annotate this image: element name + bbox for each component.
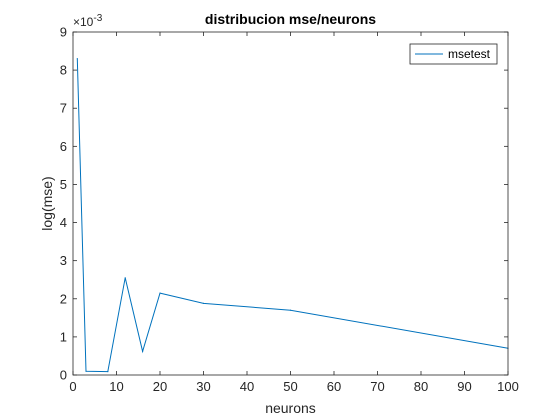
y-tick-label: 6 [60,139,67,154]
x-tick-label: 80 [414,379,428,394]
x-tick-label: 0 [69,379,76,394]
y-axis-label: log(mse) [39,176,55,230]
plot-area [73,32,508,375]
y-exponent-base: ×10 [73,15,94,29]
data-point [203,303,204,304]
y-exponent-power: -3 [93,13,102,24]
legend-label-msetest: msetest [448,47,491,61]
data-point [77,58,78,59]
y-tick-label: 4 [60,215,67,230]
x-tick-label: 40 [240,379,254,394]
y-tick-label: 9 [60,25,67,40]
data-point [85,371,86,372]
y-tick-label: 3 [60,253,67,268]
y-tick-label: 8 [60,63,67,78]
y-exponent-label: ×10-3 [73,13,103,29]
x-tick-label: 20 [153,379,167,394]
x-tick-label: 10 [109,379,123,394]
data-point [125,277,126,278]
y-tick-label: 2 [60,291,67,306]
data-point [159,292,160,293]
x-axis-label: neurons [265,400,316,416]
y-tick-label: 0 [60,368,67,383]
data-point [142,351,143,352]
x-tick-label: 100 [497,379,519,394]
x-tick-label: 60 [327,379,341,394]
chart-title: distribucion mse/neurons [205,11,376,27]
data-point [290,310,291,311]
y-tick-label: 5 [60,177,67,192]
legend[interactable]: msetest [410,44,497,64]
x-tick-label: 70 [370,379,384,394]
x-tick-label: 90 [457,379,471,394]
x-tick-label: 50 [283,379,297,394]
x-tick-label: 30 [196,379,210,394]
y-tick-label: 1 [60,329,67,344]
data-point [107,371,108,372]
y-tick-label: 7 [60,101,67,116]
